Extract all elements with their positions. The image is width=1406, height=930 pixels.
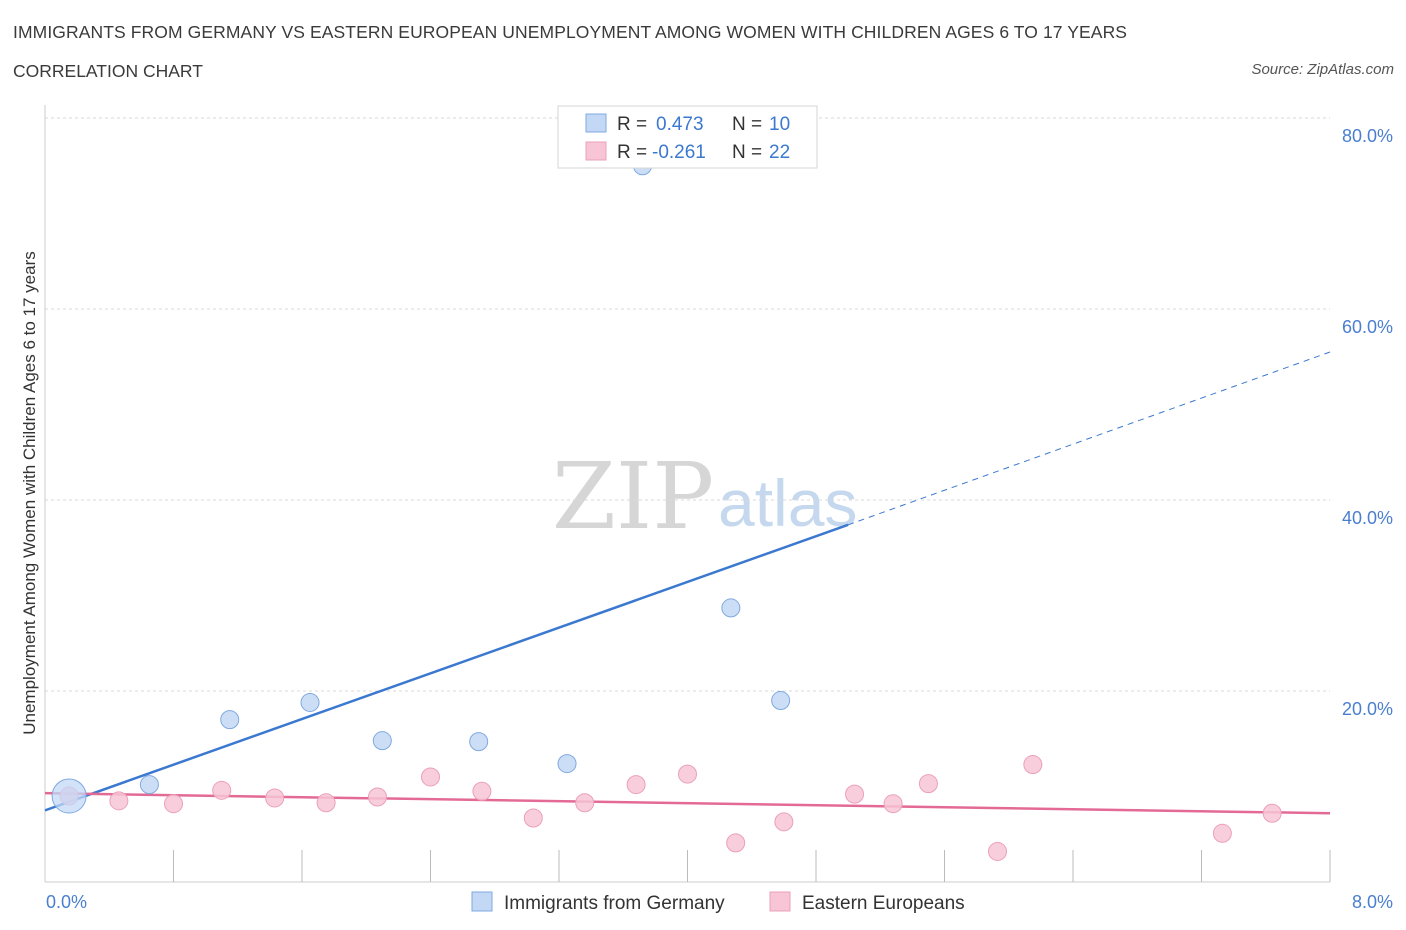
- y-tick-labels: 20.0% 40.0% 60.0% 80.0%: [1342, 126, 1393, 719]
- point-eastern-1: [109, 791, 129, 811]
- point-eastern-2: [164, 794, 183, 814]
- data-points: [51, 156, 1282, 861]
- y-tick-label-20: 20.0%: [1342, 699, 1393, 719]
- y-tick-label-40: 40.0%: [1342, 508, 1393, 528]
- point-eastern-7: [421, 767, 440, 787]
- legend-n-value-2: 22: [769, 142, 790, 163]
- legend-swatch-pink: [585, 141, 607, 161]
- legend-r-value-1: 0.473: [656, 114, 704, 135]
- x-tick-label-end: 8.0%: [1352, 892, 1393, 912]
- point-eastern-13: [726, 833, 746, 853]
- legend-r-label-2: R =: [617, 142, 647, 163]
- legend-swatch-blue: [585, 113, 607, 133]
- point-germany-0: [51, 778, 87, 814]
- point-eastern-12: [678, 764, 697, 784]
- point-germany-5: [469, 732, 489, 752]
- point-eastern-11: [626, 775, 646, 795]
- point-eastern-14: [774, 812, 794, 832]
- series-legend-swatch-eastern: [769, 891, 791, 912]
- grid-lines: [45, 117, 1330, 692]
- series-legend-germany: Immigrants from Germany: [504, 893, 725, 914]
- point-eastern-4: [265, 788, 285, 808]
- point-eastern-6: [367, 787, 387, 807]
- point-germany-6: [557, 754, 577, 774]
- axes: [44, 105, 1331, 883]
- trend-line-germany: [44, 523, 849, 812]
- x-tick-labels: 0.0% 8.0%: [46, 892, 1393, 912]
- point-germany-2: [220, 710, 240, 730]
- trend-line-eastern: [44, 791, 1331, 815]
- legend-r-value-2: -0.261: [652, 142, 706, 163]
- legend-n-label-2: N =: [732, 142, 762, 163]
- source-label: Source: ZipAtlas.com: [1251, 61, 1394, 78]
- point-eastern-5: [316, 793, 336, 813]
- point-eastern-18: [988, 841, 1008, 861]
- legend-r-label-1: R =: [617, 114, 647, 135]
- chart-subtitle: CORRELATION CHART: [13, 61, 203, 81]
- point-germany-9: [771, 691, 791, 711]
- legend-n-label-1: N =: [732, 114, 762, 135]
- point-germany-4: [372, 731, 392, 751]
- point-eastern-19: [1023, 755, 1043, 775]
- point-germany-1: [139, 775, 159, 795]
- point-eastern-21: [1262, 803, 1282, 823]
- point-eastern-10: [575, 793, 595, 813]
- series-legend-swatch-germany: [471, 891, 493, 912]
- point-eastern-15: [845, 784, 865, 804]
- point-germany-3: [300, 692, 320, 712]
- y-tick-label-60: 60.0%: [1342, 317, 1393, 337]
- y-tick-label-80: 80.0%: [1342, 126, 1393, 146]
- point-eastern-8: [472, 781, 492, 801]
- trend-lines: [44, 351, 1331, 815]
- point-eastern-20: [1212, 823, 1232, 843]
- point-eastern-17: [918, 774, 938, 794]
- series-legend-eastern: Eastern Europeans: [802, 893, 965, 914]
- point-eastern-9: [523, 808, 543, 828]
- chart-title: IMMIGRANTS FROM GERMANY VS EASTERN EUROP…: [13, 22, 1128, 42]
- point-eastern-3: [212, 780, 232, 800]
- series-legend: Immigrants from Germany Eastern European…: [471, 891, 965, 914]
- watermark-zip: ZIP: [552, 443, 714, 550]
- x-tick-label-start: 0.0%: [46, 892, 87, 912]
- correlation-legend: R = 0.473 N = 10 R = -0.261 N = 22: [557, 105, 818, 169]
- watermark-atlas: atlas: [718, 466, 857, 540]
- trend-line-germany-extension: [847, 351, 1331, 526]
- point-eastern-16: [883, 794, 903, 814]
- y-axis-label: Unemployment Among Women with Children A…: [20, 251, 39, 735]
- point-germany-8: [721, 598, 741, 618]
- legend-n-value-1: 10: [769, 114, 790, 135]
